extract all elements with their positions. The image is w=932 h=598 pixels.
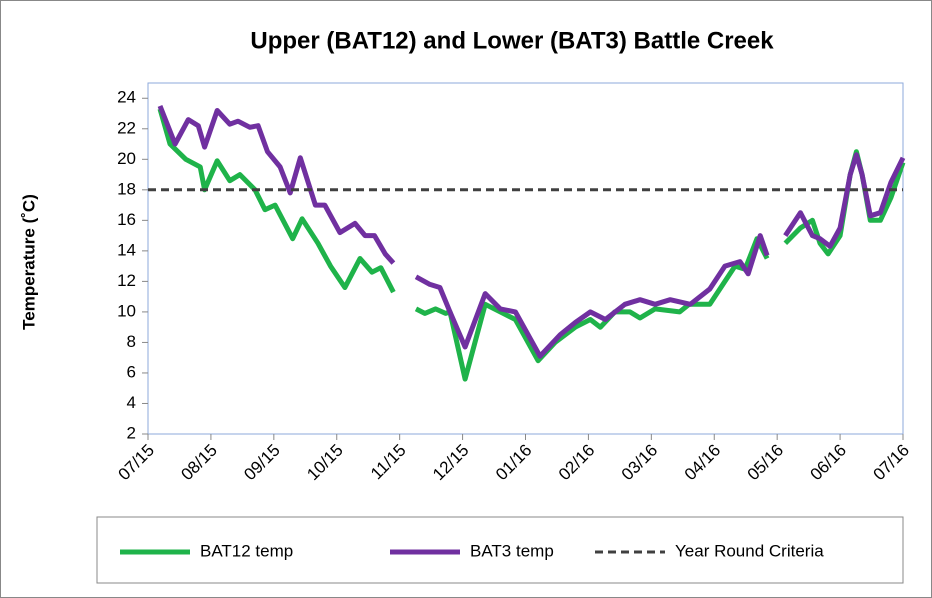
data-line: [783, 152, 906, 249]
y-tick-label: 2: [127, 423, 136, 442]
data-line: [157, 108, 396, 294]
y-tick-label: 8: [127, 332, 136, 351]
y-tick-label: 12: [117, 271, 136, 290]
y-tick-label: 6: [127, 362, 136, 381]
y-tick-label: 18: [117, 179, 136, 198]
y-tick-label: 20: [117, 149, 136, 168]
y-tick-label: 16: [117, 210, 136, 229]
y-tick-label: 24: [117, 88, 136, 107]
y-tick-label: 14: [117, 240, 136, 259]
chart-title: Upper (BAT12) and Lower (BAT3) Battle Cr…: [250, 27, 774, 54]
y-tick-label: 22: [117, 118, 136, 137]
legend-label: BAT12 temp: [200, 541, 293, 560]
legend: [96, 516, 904, 584]
legend-label: Year Round Criteria: [675, 541, 824, 560]
data-line: [414, 233, 770, 359]
data-line: [157, 104, 396, 265]
legend-label: BAT3 temp: [470, 541, 554, 560]
plot-area: [147, 82, 904, 435]
y-tick-label: 10: [117, 301, 136, 320]
y-axis-label: Temperature (˚C): [19, 194, 38, 330]
y-tick-label: 4: [127, 393, 136, 412]
